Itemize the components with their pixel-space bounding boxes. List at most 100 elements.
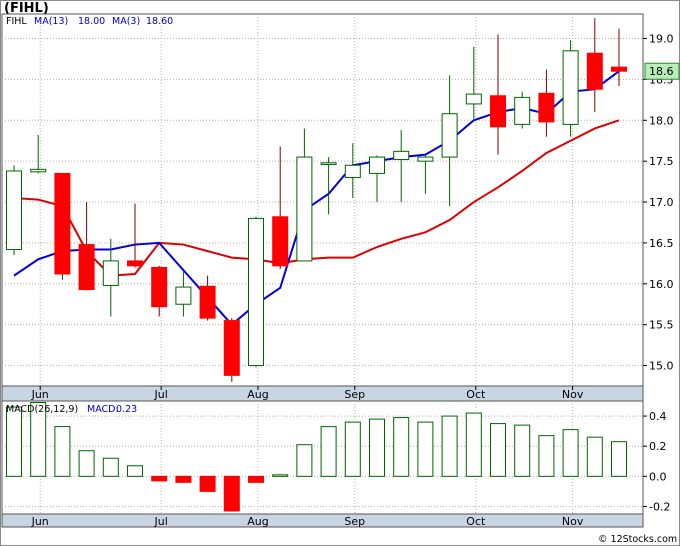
macd-x-tick-label: Jun — [31, 515, 49, 528]
macd-bar-positive — [6, 406, 22, 477]
macd-bar-positive — [369, 418, 385, 477]
candle-up — [369, 156, 385, 174]
candle-down — [127, 260, 143, 267]
macd-x-tick-label: Nov — [562, 515, 584, 528]
price-y-tick-label: 17.0 — [649, 196, 674, 209]
macd-bar-negative — [248, 475, 264, 483]
price-x-axis: Jun Jul Aug Sep Oct Nov — [31, 386, 584, 401]
macd-bar-positive — [538, 435, 555, 477]
macd-y-tick-label: 0.2 — [649, 440, 667, 453]
candle-down — [54, 172, 71, 275]
macd-bar-positive — [490, 423, 506, 477]
candle-down — [586, 52, 603, 90]
price-x-tick-label: Sep — [344, 388, 365, 401]
price-x-tick-label: Jun — [31, 388, 49, 401]
macd-bar-positive — [102, 457, 119, 477]
macd-bar-positive — [514, 424, 531, 477]
price-x-tick-label: Oct — [466, 388, 486, 401]
macd-x-axis: Jun Jul Aug Sep Oct Nov — [31, 515, 584, 528]
ma3-legend-label: MA(3) — [112, 16, 140, 27]
price-y-tick-label: 19.0 — [649, 33, 674, 46]
macd-bar-positive — [54, 426, 71, 477]
candle-down — [78, 244, 95, 291]
macd-bar-positive — [127, 465, 143, 477]
macd-y-tick-label: 0.4 — [649, 410, 667, 423]
macd-bar-positive — [320, 426, 337, 477]
candle-up — [393, 150, 410, 161]
macd-bar-positive — [441, 415, 458, 477]
price-panel: 15.015.516.016.517.017.518.018.519.0 Jun… — [1, 1, 680, 402]
candle-up — [344, 164, 361, 179]
price-y-tick-label: 16.0 — [649, 278, 674, 291]
candle-up — [562, 50, 579, 125]
candle-up — [514, 96, 531, 125]
macd-bar-positive — [78, 450, 95, 477]
candle-up — [30, 168, 47, 173]
macd-bar-negative — [223, 475, 240, 512]
price-y-tick-label: 16.5 — [649, 237, 674, 250]
macd-x-tick-label: Oct — [466, 515, 486, 528]
price-x-tick-label: Aug — [247, 388, 268, 401]
price-month-band — [1, 385, 644, 402]
macd-y-tick-label: -0.2 — [649, 500, 670, 513]
price-plot-area — [1, 13, 644, 387]
macd-bar-positive — [344, 421, 361, 477]
macd-legend-value: 0.23 — [116, 404, 137, 415]
candle-down — [538, 92, 555, 123]
ma13-legend-value: 18.00 — [78, 16, 105, 27]
macd-bars — [6, 402, 627, 512]
macd-y-axis: 0.4 0.2 0.0 -0.2 — [643, 410, 670, 513]
macd-bar-positive — [611, 441, 627, 477]
candle-up — [417, 156, 434, 162]
price-y-tick-label: 17.5 — [649, 155, 674, 168]
candle-up — [465, 93, 482, 105]
candle-down — [223, 320, 240, 376]
last-price-background — [644, 62, 680, 80]
macd-bar-positive — [30, 402, 47, 477]
candle-down — [151, 266, 168, 308]
macd-legend-value-label: MACD: — [87, 404, 119, 415]
macd-bar-positive — [465, 412, 482, 477]
macd-bar-positive — [417, 421, 434, 477]
candle-down — [490, 95, 506, 128]
macd-month-band — [1, 513, 644, 528]
macd-bar-positive — [562, 429, 579, 477]
candle-up — [441, 113, 458, 158]
ma13-legend-label: MA(13) — [34, 16, 68, 27]
price-y-tick-label: 15.5 — [649, 319, 674, 332]
price-y-tick-label: 15.0 — [649, 360, 674, 373]
macd-panel: 0.4 0.2 0.0 -0.2 Jun Jul Aug Sep Oct Nov MACD(26… — [1, 400, 670, 528]
watermark: © 12Stocks.com — [598, 534, 677, 545]
macd-legend-label: MACD(26,12,9) — [6, 404, 78, 415]
macd-x-tick-label: Aug — [247, 515, 268, 528]
ma3-legend-value: 18.60 — [146, 16, 173, 27]
candle-up — [320, 162, 337, 165]
candle-down — [199, 285, 216, 319]
candles — [6, 18, 627, 382]
macd-bar-positive — [393, 417, 410, 477]
last-price-tag: 18.6 — [644, 62, 680, 80]
macd-bar-negative — [151, 475, 168, 482]
macd-bar-positive — [296, 444, 313, 477]
price-x-tick-label: Nov — [562, 388, 584, 401]
candle-down — [272, 216, 289, 267]
macd-x-tick-label: Sep — [344, 515, 365, 528]
macd-x-tick-label: Jul — [154, 515, 168, 528]
macd-bar-positive — [586, 436, 603, 477]
last-price-value: 18.6 — [649, 65, 674, 78]
macd-y-tick-label: 0.0 — [649, 470, 667, 483]
macd-bar-negative — [175, 475, 192, 483]
macd-bar-negative — [199, 475, 216, 492]
price-y-tick-label: 18.0 — [649, 114, 674, 127]
candle-up — [248, 217, 264, 367]
chart-title: (FIHL) — [4, 1, 49, 16]
candle-down — [611, 66, 627, 72]
macd-bar-positive — [272, 474, 289, 477]
candle-up — [296, 156, 313, 262]
candle-up — [6, 170, 22, 250]
price-x-tick-label: Jul — [154, 388, 168, 401]
ticker-label: FIHL — [6, 16, 27, 27]
candle-up — [175, 286, 192, 305]
candle-up — [102, 260, 119, 286]
